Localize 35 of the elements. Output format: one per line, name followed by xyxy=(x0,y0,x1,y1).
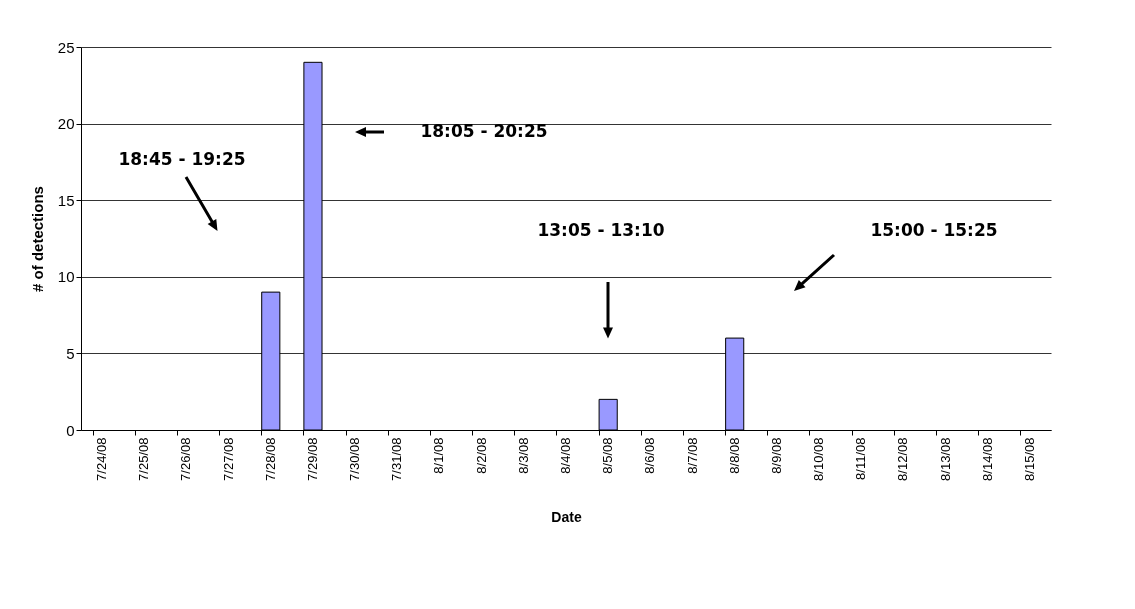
y-axis-title: # of detections xyxy=(28,186,46,292)
x-tick-label: 8/6/08 xyxy=(642,437,658,474)
x-tick-label: 8/1/08 xyxy=(431,437,447,474)
y-tick-label: 0 xyxy=(66,421,75,439)
x-tick-label: 7/29/08 xyxy=(304,437,320,481)
annotation: 18:45 - 19:25 xyxy=(118,149,246,169)
x-tick-label: 7/28/08 xyxy=(262,437,278,481)
x-tick-label: 8/3/08 xyxy=(515,437,531,474)
x-tick-label: 7/24/08 xyxy=(94,437,110,481)
x-tick-label: 8/10/08 xyxy=(811,437,827,481)
x-tick-label: 7/30/08 xyxy=(347,437,363,481)
x-tick-label: 7/31/08 xyxy=(389,437,405,481)
x-axis-title: Date xyxy=(551,508,582,525)
y-tick-label: 25 xyxy=(57,38,75,56)
annotation: 18:05 - 20:25 xyxy=(420,121,548,141)
x-tick-label: 8/15/08 xyxy=(1021,437,1037,481)
y-tick-label: 5 xyxy=(66,344,75,362)
annotation: 15:00 - 15:25 xyxy=(870,220,998,240)
x-tick-label: 7/27/08 xyxy=(220,437,236,481)
y-tick-label: 10 xyxy=(57,268,75,286)
y-tick-label: 20 xyxy=(57,115,75,133)
annotation: 13:05 - 13:10 xyxy=(537,220,665,240)
x-tick-label: 8/8/08 xyxy=(726,437,742,474)
x-tick-label: 8/14/08 xyxy=(979,437,995,481)
x-tick-label: 7/25/08 xyxy=(136,437,152,481)
x-tick-label: 8/9/08 xyxy=(768,437,784,474)
x-tick-label: 8/5/08 xyxy=(600,437,616,474)
x-tick-label: 8/2/08 xyxy=(473,437,489,474)
x-tick-label: 7/26/08 xyxy=(178,437,194,481)
x-tick-label: 8/12/08 xyxy=(895,437,911,481)
x-tick-label: 8/13/08 xyxy=(937,437,953,481)
x-tick-label: 8/11/08 xyxy=(853,437,869,480)
x-tick-label: 8/4/08 xyxy=(558,437,573,474)
x-tick-label: 8/7/08 xyxy=(684,437,700,474)
y-tick-label: 15 xyxy=(57,191,75,209)
